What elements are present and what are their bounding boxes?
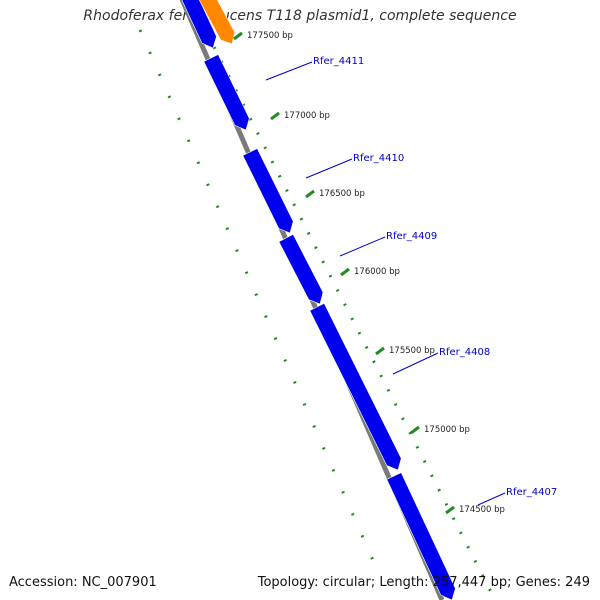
gene-label[interactable]: Rfer_4407 bbox=[506, 487, 557, 498]
ruler-tick bbox=[233, 31, 243, 41]
ruler-tick-label: 176000 bp bbox=[354, 267, 400, 277]
ruler-tick bbox=[340, 267, 350, 277]
ruler-tick bbox=[270, 111, 280, 121]
ruler-tick bbox=[445, 505, 455, 515]
gene-arrow[interactable] bbox=[203, 54, 250, 131]
ruler-tick-label: 174500 bp bbox=[459, 505, 505, 515]
ruler-tick-label: 177500 bp bbox=[247, 31, 293, 41]
gene-arrow[interactable] bbox=[278, 233, 324, 305]
ruler-tick bbox=[375, 346, 385, 356]
gene-label[interactable]: Rfer_4408 bbox=[439, 347, 490, 358]
gene-arrow[interactable] bbox=[242, 148, 294, 234]
ruler-tick-label: 175000 bp bbox=[424, 425, 470, 435]
gene-label[interactable]: Rfer_4410 bbox=[353, 153, 404, 164]
ruler-tick-label: 177000 bp bbox=[284, 111, 330, 121]
ruler-tick bbox=[305, 189, 315, 199]
ruler-tick-label: 176500 bp bbox=[319, 189, 365, 199]
gene-leader-line bbox=[392, 352, 439, 375]
summary-text: Topology: circular; Length: 257,447 bp; … bbox=[257, 575, 590, 590]
gene-arrow[interactable] bbox=[180, 0, 217, 49]
inner-ring bbox=[138, 29, 377, 566]
ruler-tick-label: 175500 bp bbox=[389, 346, 435, 356]
gene-label[interactable]: Rfer_4409 bbox=[386, 231, 437, 242]
gene-leader-line bbox=[339, 236, 386, 257]
gene-arrow[interactable] bbox=[386, 472, 456, 600]
gene-leader-line bbox=[477, 492, 506, 506]
ruler-tick bbox=[410, 425, 420, 435]
accession-text: Accession: NC_007901 bbox=[9, 575, 157, 590]
gene-leader-line bbox=[305, 158, 353, 179]
gene-leader-line bbox=[265, 61, 313, 81]
gene-arrow[interactable] bbox=[309, 302, 402, 471]
gene-label[interactable]: Rfer_4411 bbox=[313, 56, 364, 67]
